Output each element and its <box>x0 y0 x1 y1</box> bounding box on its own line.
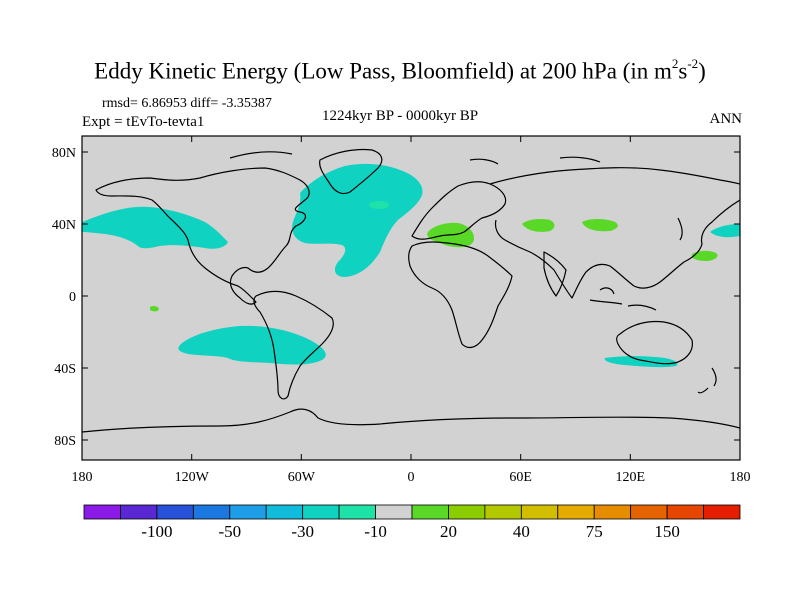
coastline-new-zealand <box>697 367 717 394</box>
colorbar-box <box>156 504 194 520</box>
colorbar-box <box>302 504 340 520</box>
coastline-antarctica <box>82 408 740 433</box>
colorbar-box <box>375 504 413 520</box>
colorbar-label: 40 <box>513 522 530 541</box>
y-axis-labels: 80N 40N 0 40S 80S <box>52 146 76 449</box>
map-content <box>82 148 740 433</box>
colorbar-box <box>703 504 741 520</box>
y-tick-label: 80S <box>54 434 76 449</box>
y-tick-label: 80N <box>52 146 76 161</box>
colorbar-label: 20 <box>440 522 457 541</box>
colorbar-box <box>120 504 158 520</box>
coastline-india <box>543 251 567 297</box>
colorbar-box <box>666 504 704 520</box>
colorbar-box <box>229 504 267 520</box>
colorbar-box <box>411 504 449 520</box>
x-tick-label: 60E <box>509 470 532 485</box>
coastline-europe <box>411 181 507 240</box>
colorbar-label: 75 <box>586 522 603 541</box>
region-north-pacific <box>82 206 228 249</box>
coastline-australia <box>616 320 693 365</box>
period-label: 1224kyr BP - 0000kyr BP <box>322 108 479 124</box>
experiment-label: Expt = tEvTo-tevta1 <box>82 114 205 130</box>
region-east-asia <box>582 219 618 232</box>
coastline-japan <box>677 217 683 241</box>
x-tick-label: 0 <box>408 470 415 485</box>
colorbar-box <box>448 504 486 520</box>
coastline-indonesia <box>589 287 657 311</box>
colorbar-box <box>338 504 376 520</box>
x-tick-label: 120E <box>616 470 646 485</box>
colorbar <box>83 504 741 520</box>
stats-text: rmsd= 6.86953 diff= -3.35387 <box>102 96 272 111</box>
region-north-atlantic-core <box>369 201 389 209</box>
region-south-pacific <box>178 325 326 365</box>
x-tick-label: 60W <box>288 470 316 485</box>
y-axis-ticks <box>82 151 740 441</box>
colorbar-box <box>192 504 231 520</box>
region-south-australia <box>604 356 678 368</box>
x-tick-label: 180 <box>730 470 751 485</box>
region-western-pacific-edge <box>710 224 740 238</box>
season-label: ANN <box>709 111 743 127</box>
colorbar-box <box>630 504 668 520</box>
y-tick-label: 40S <box>54 362 76 377</box>
region-north-atlantic <box>292 163 423 277</box>
region-northwest-pacific <box>691 250 718 261</box>
colorbar-box <box>83 504 121 520</box>
x-axis-ticks <box>81 136 741 460</box>
coastline-greenland <box>319 148 383 195</box>
coastline-asia <box>489 167 740 299</box>
coastline-arctic-islands <box>229 151 601 165</box>
coastlines <box>82 148 740 433</box>
chart-title: Eddy Kinetic Energy (Low Pass, Bloomfiel… <box>94 56 706 84</box>
x-axis-labels: 180 120W 60W 0 60E 120E 180 <box>72 470 751 485</box>
coastline-africa <box>408 241 513 349</box>
region-central-asia <box>522 219 555 232</box>
colorbar-box <box>484 504 522 520</box>
colorbar-label: -10 <box>364 522 387 541</box>
y-tick-label: 40N <box>52 218 76 233</box>
colorbar-box <box>520 504 559 520</box>
colorbar-label: -30 <box>291 522 314 541</box>
coastline-south-america <box>253 290 334 400</box>
colorbar-label: 150 <box>654 522 680 541</box>
colorbar-label: -50 <box>218 522 241 541</box>
colorbar-box <box>557 504 595 520</box>
y-tick-label: 0 <box>69 290 76 305</box>
x-tick-label: 120W <box>175 470 210 485</box>
colorbar-labels: -100 -50 -30 -10 20 40 75 150 <box>141 522 680 541</box>
colorbar-box <box>593 504 632 520</box>
x-tick-label: 180 <box>72 470 93 485</box>
colorbar-box <box>265 504 304 520</box>
coastline-north-america <box>95 167 310 305</box>
region-tropical-east-pacific <box>150 305 159 312</box>
colorbar-label: -100 <box>141 522 172 541</box>
